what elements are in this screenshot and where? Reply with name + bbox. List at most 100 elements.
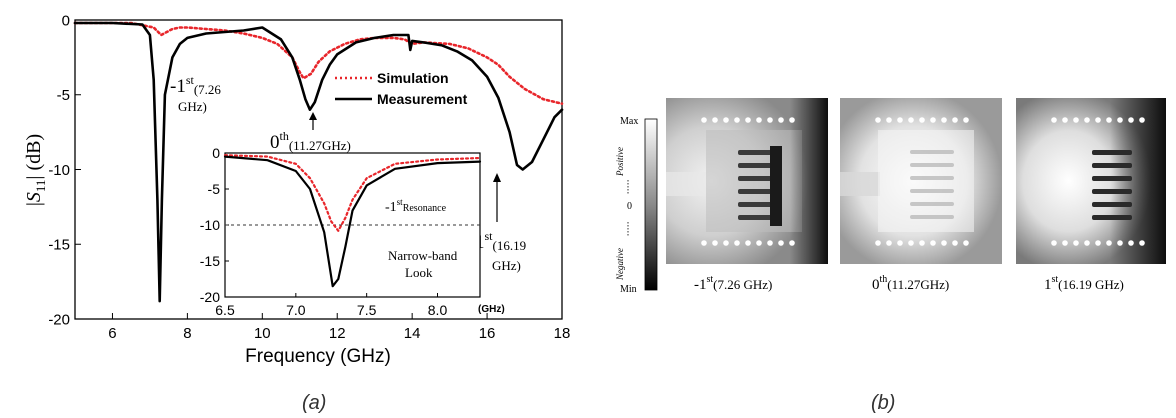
via-dot bbox=[701, 240, 707, 246]
map-1-label: -1st(7.26 GHz) bbox=[694, 274, 772, 293]
via-dot bbox=[1084, 117, 1090, 123]
via-dot bbox=[1128, 240, 1134, 246]
inset-xtick-label-2: 7.5 bbox=[357, 302, 377, 318]
via-dot bbox=[789, 117, 795, 123]
svg-text:0th(11.27GHz): 0th(11.27GHz) bbox=[270, 129, 351, 153]
via-dot bbox=[723, 240, 729, 246]
via-dot bbox=[756, 117, 762, 123]
via-dot bbox=[941, 240, 947, 246]
via-dot bbox=[1128, 117, 1134, 123]
inset-ytick-label-1: -5 bbox=[208, 181, 221, 197]
via-dot bbox=[745, 240, 751, 246]
via-dot bbox=[712, 240, 718, 246]
via-dot bbox=[963, 117, 969, 123]
main-y-axis-label: |S11| (dB) bbox=[23, 134, 48, 206]
resonator-fingers bbox=[1092, 150, 1132, 220]
main-xtick-label-5: 16 bbox=[479, 325, 496, 342]
via-dots bbox=[701, 117, 1145, 246]
field-maps-panel: Max 0 Min Positive Negative bbox=[615, 98, 1166, 295]
via-dot bbox=[1139, 240, 1145, 246]
legend-simulation-label: Simulation bbox=[377, 70, 449, 86]
via-dot bbox=[756, 240, 762, 246]
via-dot bbox=[1051, 117, 1057, 123]
via-dot bbox=[1106, 117, 1112, 123]
via-dot bbox=[1095, 240, 1101, 246]
via-dot bbox=[952, 240, 958, 246]
via-dot bbox=[1073, 240, 1079, 246]
main-xtick-label-3: 12 bbox=[329, 325, 346, 342]
via-dot bbox=[897, 117, 903, 123]
via-dot bbox=[1051, 240, 1057, 246]
via-dot bbox=[1139, 117, 1145, 123]
main-ytick-label-4: -20 bbox=[48, 311, 70, 328]
inset-ytick-label-3: -15 bbox=[200, 253, 220, 269]
inset-x-unit-label: (GHz) bbox=[478, 304, 505, 315]
via-dot bbox=[908, 240, 914, 246]
colorbar-positive-label: Positive bbox=[615, 147, 625, 177]
svg-text:|S11| (dB): |S11| (dB) bbox=[23, 134, 48, 206]
main-xtick-label-6: 18 bbox=[554, 325, 571, 342]
via-dot bbox=[1073, 117, 1079, 123]
inset-xtick-label-3: 8.0 bbox=[428, 302, 448, 318]
main-xtick-label-1: 8 bbox=[183, 325, 191, 342]
via-dot bbox=[701, 117, 707, 123]
via-dot bbox=[886, 117, 892, 123]
via-dot bbox=[712, 117, 718, 123]
main-ytick-label-1: -5 bbox=[57, 87, 70, 104]
colorbar-max-label: Max bbox=[620, 116, 638, 127]
inset-series-measurement bbox=[223, 155, 482, 288]
main-ytick-label-3: -15 bbox=[48, 237, 70, 254]
inset-ytick-label-2: -10 bbox=[200, 217, 220, 233]
via-dot bbox=[778, 117, 784, 123]
colorbar-min-label: Min bbox=[620, 284, 637, 295]
via-dot bbox=[789, 240, 795, 246]
resonator-fingers bbox=[910, 150, 954, 219]
field-map-zeroth: 0th(11.27GHz) bbox=[840, 98, 1002, 293]
inset-ytick-label-0: 0 bbox=[212, 145, 220, 161]
via-dot bbox=[919, 240, 925, 246]
svg-text:GHz): GHz) bbox=[492, 258, 521, 273]
via-dot bbox=[734, 240, 740, 246]
via-dot bbox=[952, 117, 958, 123]
inset-ytick-label-4: -20 bbox=[200, 289, 220, 305]
inset-resonance-annotation: -1stResonance bbox=[385, 197, 447, 215]
via-dot bbox=[963, 240, 969, 246]
main-series-simulation bbox=[73, 21, 564, 105]
via-dot bbox=[1117, 117, 1123, 123]
inset-narrowband-annotation: Narrow-band Look bbox=[388, 248, 458, 280]
annotation-minus-first: -1st(7.26 GHz) bbox=[170, 73, 221, 114]
inset-xtick-label-0: 6.5 bbox=[215, 302, 235, 318]
via-dot bbox=[734, 117, 740, 123]
field-map-minus-first: -1st(7.26 GHz) bbox=[666, 98, 828, 293]
panel-a-caption: (a) bbox=[302, 392, 327, 414]
via-dot bbox=[1095, 117, 1101, 123]
via-dot bbox=[886, 240, 892, 246]
svg-text:-1st(7.26: -1st(7.26 bbox=[170, 73, 221, 97]
main-xtick-label-4: 14 bbox=[404, 325, 421, 342]
via-dot bbox=[767, 117, 773, 123]
inset-chart: 0 -5 -10 -15 -20 6.5 7.0 7.5 8.0 (GHz) -1stReso… bbox=[200, 145, 505, 318]
panel-b-caption: (b) bbox=[871, 392, 896, 414]
inset-series-simulation bbox=[223, 154, 482, 232]
via-dot bbox=[930, 240, 936, 246]
via-dot bbox=[897, 240, 903, 246]
main-ytick-label-0: 0 bbox=[62, 12, 70, 29]
inset-xtick-label-1: 7.0 bbox=[286, 302, 306, 318]
via-dot bbox=[1117, 240, 1123, 246]
main-xtick-label-2: 10 bbox=[254, 325, 271, 342]
main-xtick-label-0: 6 bbox=[108, 325, 116, 342]
svg-text:Narrow-band: Narrow-band bbox=[388, 248, 458, 263]
annotation-zeroth: 0th(11.27GHz) bbox=[270, 112, 351, 153]
svg-text:-1stResonance: -1stResonance bbox=[385, 197, 447, 215]
via-dot bbox=[875, 240, 881, 246]
via-dot bbox=[941, 117, 947, 123]
via-dot bbox=[1084, 240, 1090, 246]
via-dot bbox=[930, 117, 936, 123]
legend: Simulation Measurement bbox=[335, 70, 468, 107]
field-map-first: 1st(16.19 GHz) bbox=[1016, 98, 1166, 293]
main-series-measurement bbox=[73, 21, 564, 303]
via-dot bbox=[1062, 240, 1068, 246]
map-2-label: 0th(11.27GHz) bbox=[872, 274, 949, 293]
main-ytick-label-2: -10 bbox=[48, 162, 70, 179]
